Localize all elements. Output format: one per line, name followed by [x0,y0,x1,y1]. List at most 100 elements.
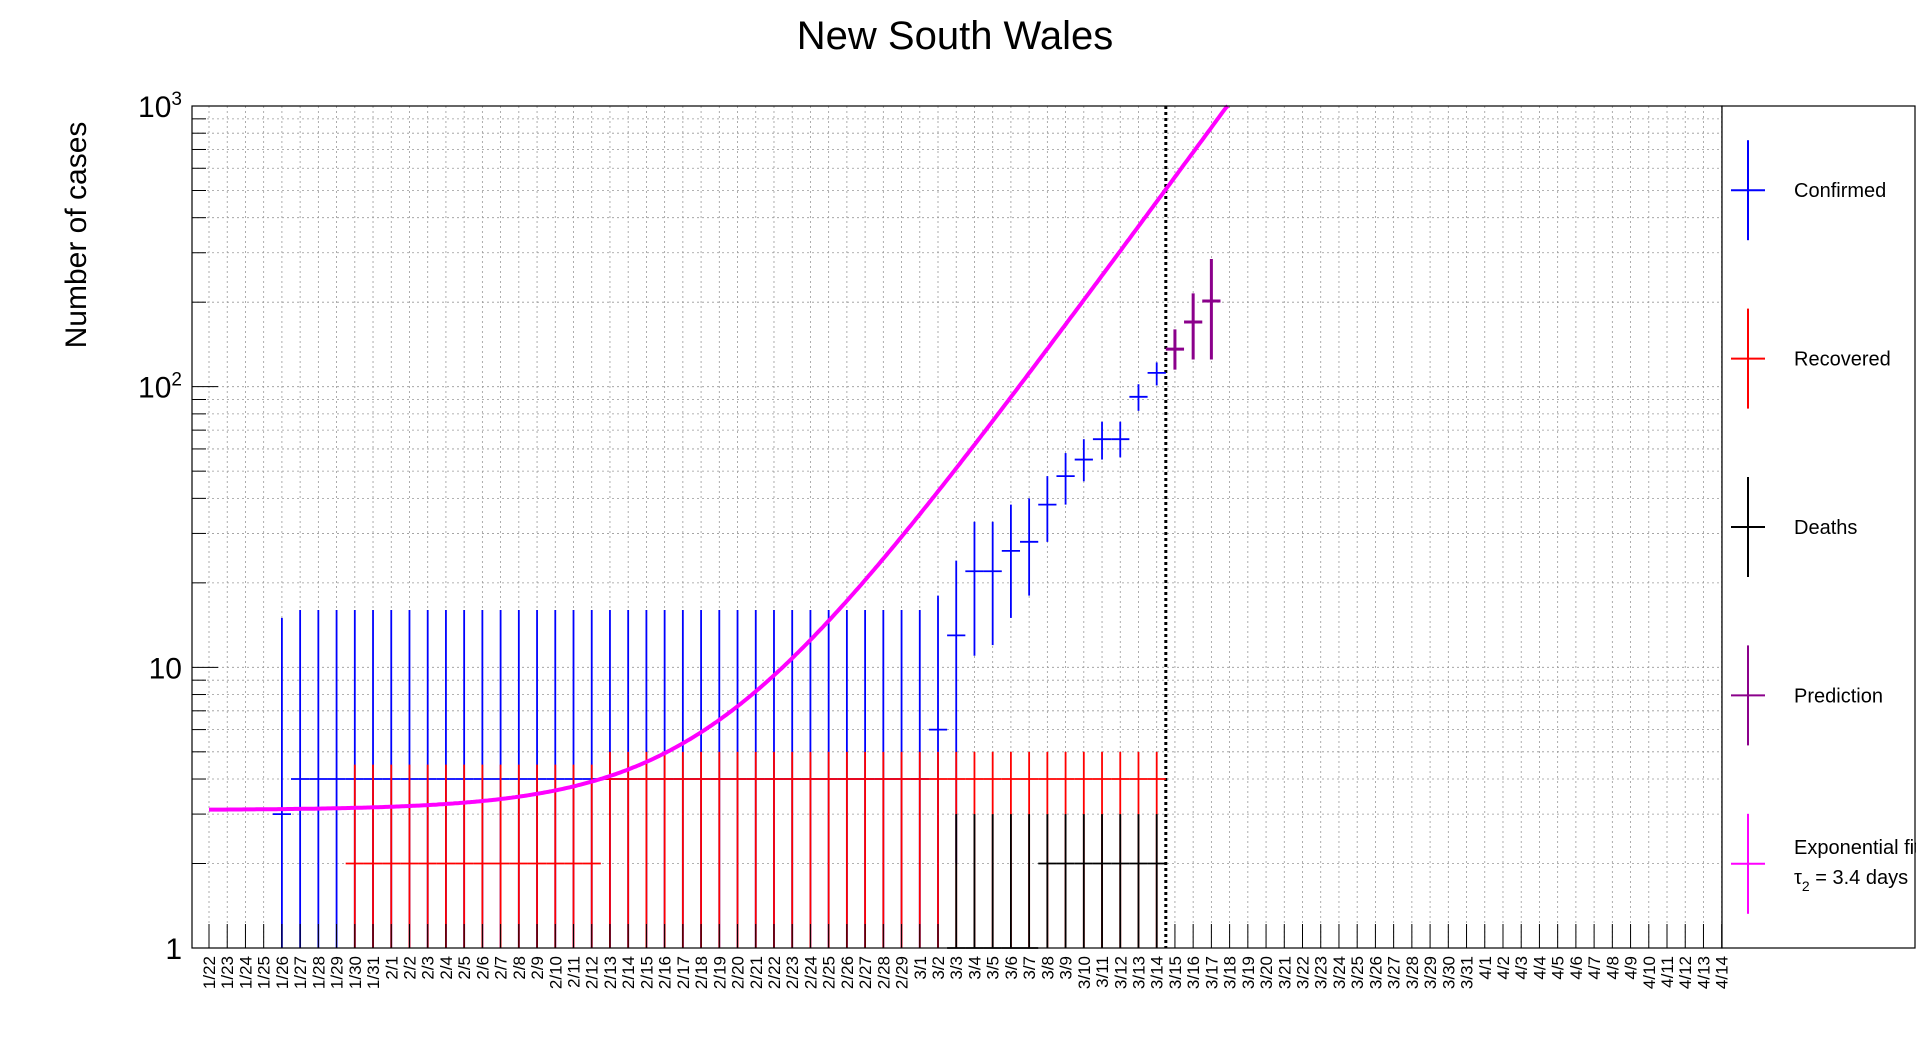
x-tick-label: 1/28 [309,956,328,989]
legend-entry: Recovered [1731,308,1891,409]
legend-entry: Confirmed [1731,140,1886,241]
x-tick-label: 3/18 [1221,956,1240,989]
x-tick-label: 4/2 [1494,956,1513,980]
x-tick-label: 3/7 [1020,956,1039,980]
x-tick-label: 2/4 [437,956,456,980]
x-tick-label: 2/3 [419,956,438,980]
x-tick-label: 3/19 [1239,956,1258,989]
x-tick-label: 2/21 [747,956,766,989]
x-tick-label: 3/10 [1075,956,1094,989]
x-tick-label: 4/1 [1476,956,1495,980]
x-tick-label: 3/6 [1002,956,1021,980]
y-axis-label: Number of cases [60,122,93,349]
x-tick-label: 3/1 [911,956,930,980]
x-tick-label: 3/15 [1166,956,1185,989]
x-tick-label: 3/13 [1129,956,1148,989]
x-tick-label: 3/16 [1184,956,1203,989]
x-tick-label: 1/25 [255,956,274,989]
x-tick-label: 2/28 [874,956,893,989]
legend-label: Deaths [1794,517,1857,539]
x-tick-label: 3/14 [1148,956,1167,989]
x-tick-label: 3/30 [1439,956,1458,989]
legend-sublabel: τ2 = 3.4 days [1794,867,1908,894]
x-tick-label: 1/30 [346,956,365,989]
x-tick-label: 2/5 [455,956,474,980]
x-tick-label: 2/26 [838,956,857,989]
x-tick-label: 2/24 [801,956,820,989]
x-axis: 1/22 1/23 1/24 1/25 1/26 1/27 1/28 1/29 1/30 1/31… [200,924,1732,989]
x-tick-label: 4/11 [1658,956,1677,988]
x-tick-label: 2/14 [619,956,638,989]
x-tick-label: 3/31 [1458,956,1477,989]
x-tick-label: 4/3 [1512,956,1531,980]
x-tick-label: 2/27 [856,956,875,989]
x-tick-label: 1/23 [218,956,237,989]
x-tick-label: 3/12 [1111,956,1130,989]
fit-line [209,104,1230,812]
legend-label: Prediction [1794,685,1883,707]
x-tick-label: 3/26 [1366,956,1385,989]
x-tick-label: 1/29 [328,956,347,989]
x-tick-label: 4/6 [1567,956,1586,980]
x-tick-label: 2/13 [601,956,620,989]
x-tick-label: 2/25 [820,956,839,989]
x-tick-label: 4/13 [1694,956,1713,989]
y-tick-label: 102 [138,370,182,405]
x-tick-label: 1/26 [273,956,292,989]
x-tick-label: 4/10 [1640,956,1659,989]
x-tick-label: 4/5 [1549,956,1568,980]
series-prediction [1165,259,1221,370]
x-tick-label: 1/22 [200,956,219,989]
x-tick-label: 3/24 [1330,956,1349,989]
y-axis: 1 10 102 103 [138,89,218,966]
x-tick-label: 2/7 [492,956,511,980]
legend-entry: Exponential fit τ2 = 3.4 days [1731,813,1916,914]
x-tick-label: 3/3 [947,956,966,980]
y-tick-label: 1 [165,933,182,966]
legend-label: Confirmed [1794,180,1886,202]
x-tick-label: 3/9 [1057,956,1076,980]
x-tick-label: 1/27 [291,956,310,989]
x-tick-label: 3/8 [1038,956,1057,980]
x-tick-label: 4/7 [1585,956,1604,980]
x-tick-label: 1/31 [364,956,383,989]
x-tick-label: 2/20 [729,956,748,989]
fit-layer [209,104,1230,812]
legend-label: Recovered [1794,349,1891,371]
x-tick-label: 2/12 [583,956,602,989]
legend-entry: Deaths [1731,477,1857,577]
x-tick-label: 1/24 [236,956,255,989]
series-layer [272,259,1221,949]
x-tick-label: 3/4 [965,956,984,980]
x-tick-label: 3/25 [1348,956,1367,989]
y-tick-label: 10 [149,652,182,685]
legend: Confirmed Recovered Deaths Prediction Expone… [1731,140,1916,914]
x-tick-label: 2/6 [473,956,492,980]
y-tick-label: 103 [138,89,182,124]
x-tick-label: 4/4 [1530,956,1549,980]
x-tick-label: 2/15 [637,956,656,989]
x-tick-label: 3/21 [1275,956,1294,989]
x-tick-label: 2/1 [382,956,401,980]
x-tick-label: 3/2 [929,956,948,980]
x-tick-label: 3/11 [1093,956,1112,988]
x-tick-label: 2/18 [692,956,711,989]
x-tick-label: 2/23 [783,956,802,989]
x-tick-label: 2/17 [674,956,693,989]
x-tick-label: 2/29 [893,956,912,989]
x-tick-label: 2/22 [765,956,784,989]
x-tick-label: 3/22 [1294,956,1313,989]
x-tick-label: 2/11 [565,956,584,988]
x-tick-label: 3/20 [1257,956,1276,989]
x-tick-label: 3/27 [1385,956,1404,989]
x-tick-label: 3/28 [1403,956,1422,989]
x-tick-label: 4/8 [1603,956,1622,980]
x-tick-label: 4/9 [1622,956,1641,980]
x-tick-label: 2/19 [710,956,729,989]
series-deaths [947,814,1166,949]
x-tick-label: 2/2 [400,956,419,980]
chart-title: New South Wales [797,14,1113,58]
x-tick-label: 2/9 [528,956,547,980]
x-tick-label: 3/23 [1312,956,1331,989]
